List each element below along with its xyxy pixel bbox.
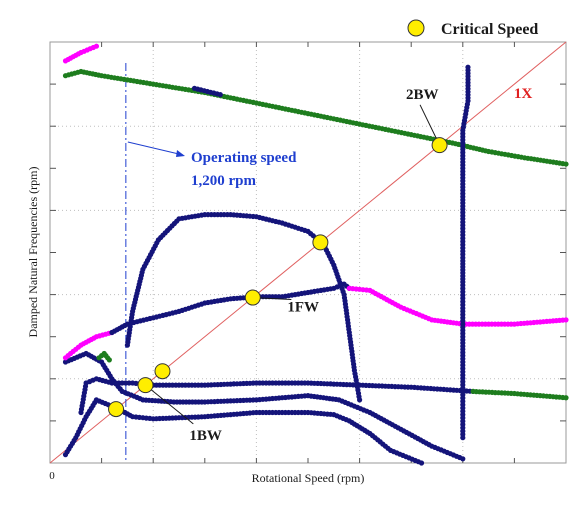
series-point	[217, 92, 223, 98]
series-8	[62, 329, 115, 361]
operating-speed-arrow	[127, 141, 184, 156]
series-point	[418, 460, 425, 466]
critical-speed-marker	[154, 363, 171, 380]
series-10	[346, 285, 569, 327]
mode-label: 1BW	[189, 428, 222, 444]
series-7	[96, 350, 112, 363]
mode-label-leader	[145, 384, 194, 425]
series-point	[563, 395, 569, 401]
critical-speed-marker	[108, 401, 125, 418]
series-5	[470, 388, 569, 401]
operating-speed-arrowhead	[176, 150, 185, 157]
critical-speed-marker	[312, 234, 329, 251]
series-1	[191, 85, 223, 98]
operating-speed-label-line1: Operating speed	[191, 150, 297, 166]
reference-line-1x	[49, 41, 567, 464]
series-12	[460, 64, 471, 441]
mode-label: 2BW	[406, 87, 439, 103]
reference-line-1x-path	[49, 41, 567, 464]
mode-label: 1FW	[287, 299, 319, 315]
operating-speed-label-line2: 1,200 rpm	[191, 173, 257, 189]
series-point	[465, 64, 471, 70]
series-point	[93, 43, 100, 49]
series-point	[460, 456, 466, 462]
critical-speed-markers	[108, 137, 448, 418]
x-axis-label: Rotational Speed (rpm)	[252, 471, 365, 485]
series-2	[62, 43, 100, 64]
axis-ticks	[50, 42, 566, 463]
series-11	[124, 212, 363, 403]
y-axis-label: Damped Natural Frequencies (rpm)	[26, 167, 40, 338]
series-point	[357, 397, 363, 403]
legend-marker	[407, 19, 425, 37]
series-6	[62, 350, 466, 462]
critical-speed-marker	[244, 289, 261, 306]
reference-line-label: 1X	[514, 86, 533, 102]
series-9	[109, 281, 352, 336]
series-point	[563, 317, 569, 323]
critical-speed-marker	[431, 137, 448, 154]
annotation-layer: 2BW 1FW 1BW	[145, 87, 441, 444]
critical-speed-marker	[137, 377, 154, 394]
series-point	[563, 161, 569, 167]
series-point	[106, 357, 112, 363]
legend-label: Critical Speed	[441, 21, 538, 38]
series-layer	[62, 43, 569, 466]
x-tick-label-0: 0	[49, 470, 55, 482]
operating-speed-line	[125, 63, 185, 463]
legend: Critical Speed	[407, 19, 538, 38]
